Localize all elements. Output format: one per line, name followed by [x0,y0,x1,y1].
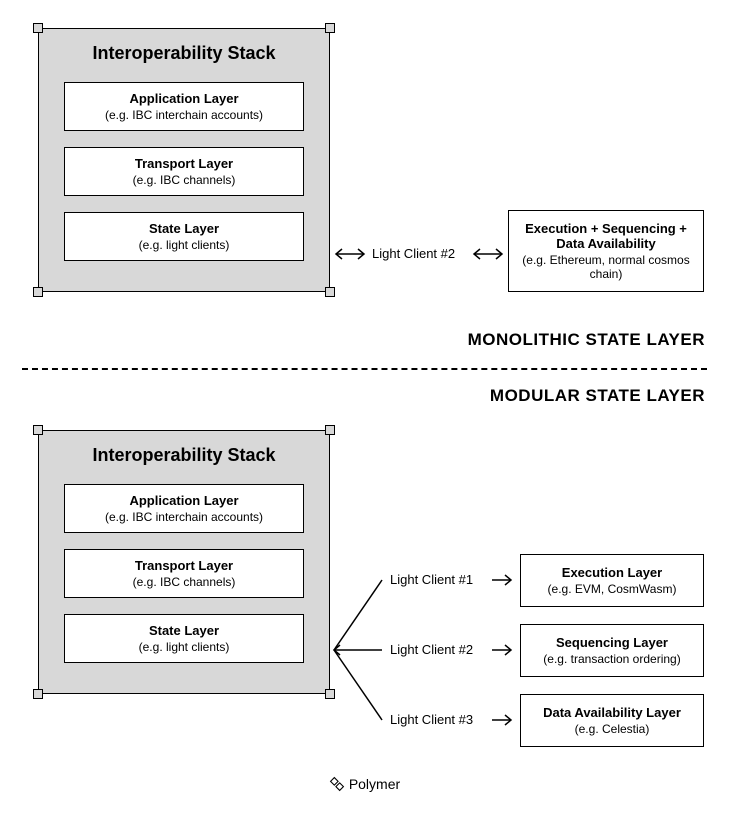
corner-handle [33,425,43,435]
corner-handle [33,287,43,297]
arrow-to-box-1 [490,570,518,590]
arrow-to-box-2 [490,640,518,660]
modular-stack: Interoperability Stack Application Layer… [38,430,330,694]
footer-brand-text: Polymer [349,776,400,792]
monolithic-stack: Interoperability Stack Application Layer… [38,28,330,292]
layer-sub: (e.g. IBC channels) [71,575,297,589]
arrow-bidir-left [330,244,370,264]
right-box-title: Execution + Sequencing + Data Availabili… [517,221,695,251]
right-box-sub: (e.g. Celestia) [529,722,695,736]
corner-handle [325,287,335,297]
corner-handle [33,689,43,699]
polymer-logo-icon [329,776,345,792]
modular-right-box-3: Data Availability Layer (e.g. Celestia) [520,694,704,747]
layer-sub: (e.g. light clients) [71,640,297,654]
layer-sub: (e.g. IBC interchain accounts) [71,510,297,524]
modular-right-box-2: Sequencing Layer (e.g. transaction order… [520,624,704,677]
layer-sub: (e.g. light clients) [71,238,297,252]
layer-title: Transport Layer [71,558,297,573]
layer-state: State Layer (e.g. light clients) [64,212,304,261]
section-label-monolithic: MONOLITHIC STATE LAYER [468,330,705,350]
corner-handle [325,23,335,33]
layer-sub: (e.g. IBC interchain accounts) [71,108,297,122]
light-client-label-3: Light Client #3 [390,712,473,727]
layer-transport: Transport Layer (e.g. IBC channels) [64,147,304,196]
footer-brand: Polymer [0,776,729,792]
light-client-label-2: Light Client #2 [390,642,473,657]
right-box-sub: (e.g. Ethereum, normal cosmos chain) [517,253,695,281]
corner-handle [33,23,43,33]
layer-title: State Layer [71,221,297,236]
layer-state: State Layer (e.g. light clients) [64,614,304,663]
right-box-sub: (e.g. transaction ordering) [529,652,695,666]
layer-application: Application Layer (e.g. IBC interchain a… [64,82,304,131]
right-box-title: Sequencing Layer [529,635,695,650]
right-box-title: Execution Layer [529,565,695,580]
fanout-arrows [330,560,390,740]
section-divider [22,368,707,370]
layer-transport: Transport Layer (e.g. IBC channels) [64,549,304,598]
layer-title: Transport Layer [71,156,297,171]
section-label-modular: MODULAR STATE LAYER [490,386,705,406]
layer-sub: (e.g. IBC channels) [71,173,297,187]
stack-title: Interoperability Stack [39,43,329,64]
layer-application: Application Layer (e.g. IBC interchain a… [64,484,304,533]
right-box-sub: (e.g. EVM, CosmWasm) [529,582,695,596]
arrow-to-box-3 [490,710,518,730]
layer-title: Application Layer [71,91,297,106]
layer-title: Application Layer [71,493,297,508]
right-box-title: Data Availability Layer [529,705,695,720]
layer-title: State Layer [71,623,297,638]
arrow-bidir-right [468,244,508,264]
light-client-label-1: Light Client #1 [390,572,473,587]
monolithic-right-box: Execution + Sequencing + Data Availabili… [508,210,704,292]
stack-title: Interoperability Stack [39,445,329,466]
light-client-label: Light Client #2 [372,246,455,261]
modular-right-box-1: Execution Layer (e.g. EVM, CosmWasm) [520,554,704,607]
corner-handle [325,425,335,435]
